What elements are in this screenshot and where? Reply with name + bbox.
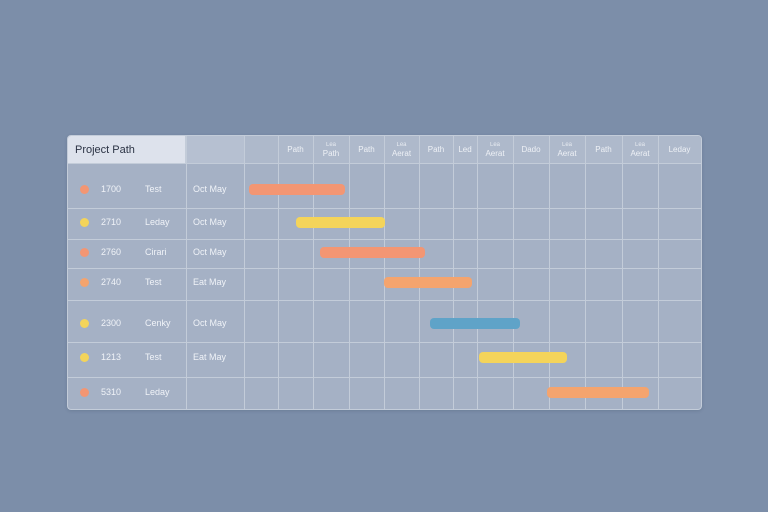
task-name: Test xyxy=(145,352,162,362)
task-row[interactable]: 2300 Cenky Oct May xyxy=(68,316,244,332)
column-header[interactable]: Led xyxy=(453,136,477,163)
status-dot-icon xyxy=(80,248,89,257)
task-date: Eat May xyxy=(193,277,227,287)
grid-hline xyxy=(68,239,701,240)
task-time: 2710 xyxy=(101,217,122,227)
task-row[interactable]: 1213 Test Eat May xyxy=(68,350,244,366)
column-header-label: Led xyxy=(458,145,472,154)
task-time: 5310 xyxy=(101,387,122,397)
task-bar[interactable] xyxy=(479,352,568,363)
status-dot-icon xyxy=(80,319,89,328)
column-header-label: Leday xyxy=(668,145,691,154)
task-row[interactable]: 5310 Leday xyxy=(68,385,244,401)
grid-vline xyxy=(419,136,420,409)
task-time: 2740 xyxy=(101,277,122,287)
task-name: Leday xyxy=(145,387,170,397)
task-row[interactable]: 1700 Test Oct May xyxy=(68,182,244,198)
gantt-panel: Project Path Path Lea Path Path Lea Aerat Path… xyxy=(67,135,702,410)
column-header-top: Lea xyxy=(489,141,500,148)
column-header[interactable]: Path xyxy=(585,136,622,163)
task-date: Oct May xyxy=(193,184,227,194)
column-header[interactable]: Leday xyxy=(658,136,701,163)
grid-vline xyxy=(585,136,586,409)
grid-vline xyxy=(384,136,385,409)
column-header[interactable] xyxy=(244,136,278,163)
task-bar[interactable] xyxy=(295,217,385,228)
grid-vline xyxy=(453,136,454,409)
task-time: 1700 xyxy=(101,184,122,194)
task-name: Test xyxy=(145,184,162,194)
task-bar[interactable] xyxy=(547,387,650,398)
task-bar[interactable] xyxy=(429,318,521,329)
grid-vline xyxy=(349,136,350,409)
task-name: Test xyxy=(145,277,162,287)
task-row[interactable]: 2710 Leday Oct May xyxy=(68,215,244,231)
panel-title: Project Path xyxy=(68,136,186,163)
status-dot-icon xyxy=(80,185,89,194)
column-header-top: Lea xyxy=(634,141,645,148)
column-header-label: Aerat xyxy=(557,148,577,158)
column-header-label: Aerat xyxy=(630,148,650,158)
column-header[interactable]: Lea Path xyxy=(313,136,349,163)
grid-hline xyxy=(68,208,701,209)
task-time: 2300 xyxy=(101,318,122,328)
grid-hline xyxy=(68,342,701,343)
grid-hline xyxy=(68,268,701,269)
column-header-top: Lea xyxy=(325,141,336,148)
column-header-label: Dado xyxy=(521,145,541,154)
column-header[interactable]: Path xyxy=(349,136,384,163)
header-spacer xyxy=(186,136,244,163)
status-dot-icon xyxy=(80,353,89,362)
task-date: Oct May xyxy=(193,247,227,257)
grid-hline xyxy=(68,300,701,301)
task-time: 1213 xyxy=(101,352,122,362)
task-time: 2760 xyxy=(101,247,122,257)
task-bar[interactable] xyxy=(249,184,346,195)
task-date: Oct May xyxy=(193,217,227,227)
task-row[interactable]: 2760 Cirari Oct May xyxy=(68,245,244,261)
task-row[interactable]: 2740 Test Eat May xyxy=(68,275,244,291)
task-name: Cirari xyxy=(145,247,167,257)
column-header-label: Aerat xyxy=(485,148,505,158)
grid-vline xyxy=(549,136,550,409)
column-header-label: Path xyxy=(322,148,340,158)
column-header[interactable]: Path xyxy=(419,136,453,163)
column-header[interactable]: Path xyxy=(278,136,313,163)
grid-vline xyxy=(658,136,659,409)
column-header-label: Path xyxy=(427,145,445,154)
grid-vline xyxy=(622,136,623,409)
column-header-top: Lea xyxy=(561,141,572,148)
grid-vline xyxy=(313,136,314,409)
column-header-label: Path xyxy=(287,145,304,154)
task-date: Eat May xyxy=(193,352,227,362)
column-header[interactable]: Lea Aerat xyxy=(477,136,513,163)
timeline-header xyxy=(244,136,701,163)
grid-vline xyxy=(278,136,279,409)
grid-vline xyxy=(477,136,478,409)
task-bar[interactable] xyxy=(320,247,425,258)
column-header-label: Path xyxy=(595,145,612,154)
task-date: Oct May xyxy=(193,318,227,328)
status-dot-icon xyxy=(80,218,89,227)
column-header[interactable]: Lea Aerat xyxy=(549,136,585,163)
task-name: Cenky xyxy=(145,318,171,328)
grid-vline xyxy=(513,136,514,409)
column-header[interactable]: Lea Aerat xyxy=(622,136,658,163)
grid-hline xyxy=(68,377,701,378)
status-dot-icon xyxy=(80,388,89,397)
task-bar[interactable] xyxy=(383,277,472,288)
column-header[interactable]: Dado xyxy=(513,136,549,163)
task-name: Leday xyxy=(145,217,170,227)
grid-vline xyxy=(186,136,187,409)
column-header[interactable]: Lea Aerat xyxy=(384,136,419,163)
column-header-label: Path xyxy=(358,145,375,154)
status-dot-icon xyxy=(80,278,89,287)
grid-hline xyxy=(68,163,701,164)
column-header-label: Aerat xyxy=(391,148,412,158)
column-header-top: Lea xyxy=(396,141,407,148)
grid-vline xyxy=(244,136,245,409)
